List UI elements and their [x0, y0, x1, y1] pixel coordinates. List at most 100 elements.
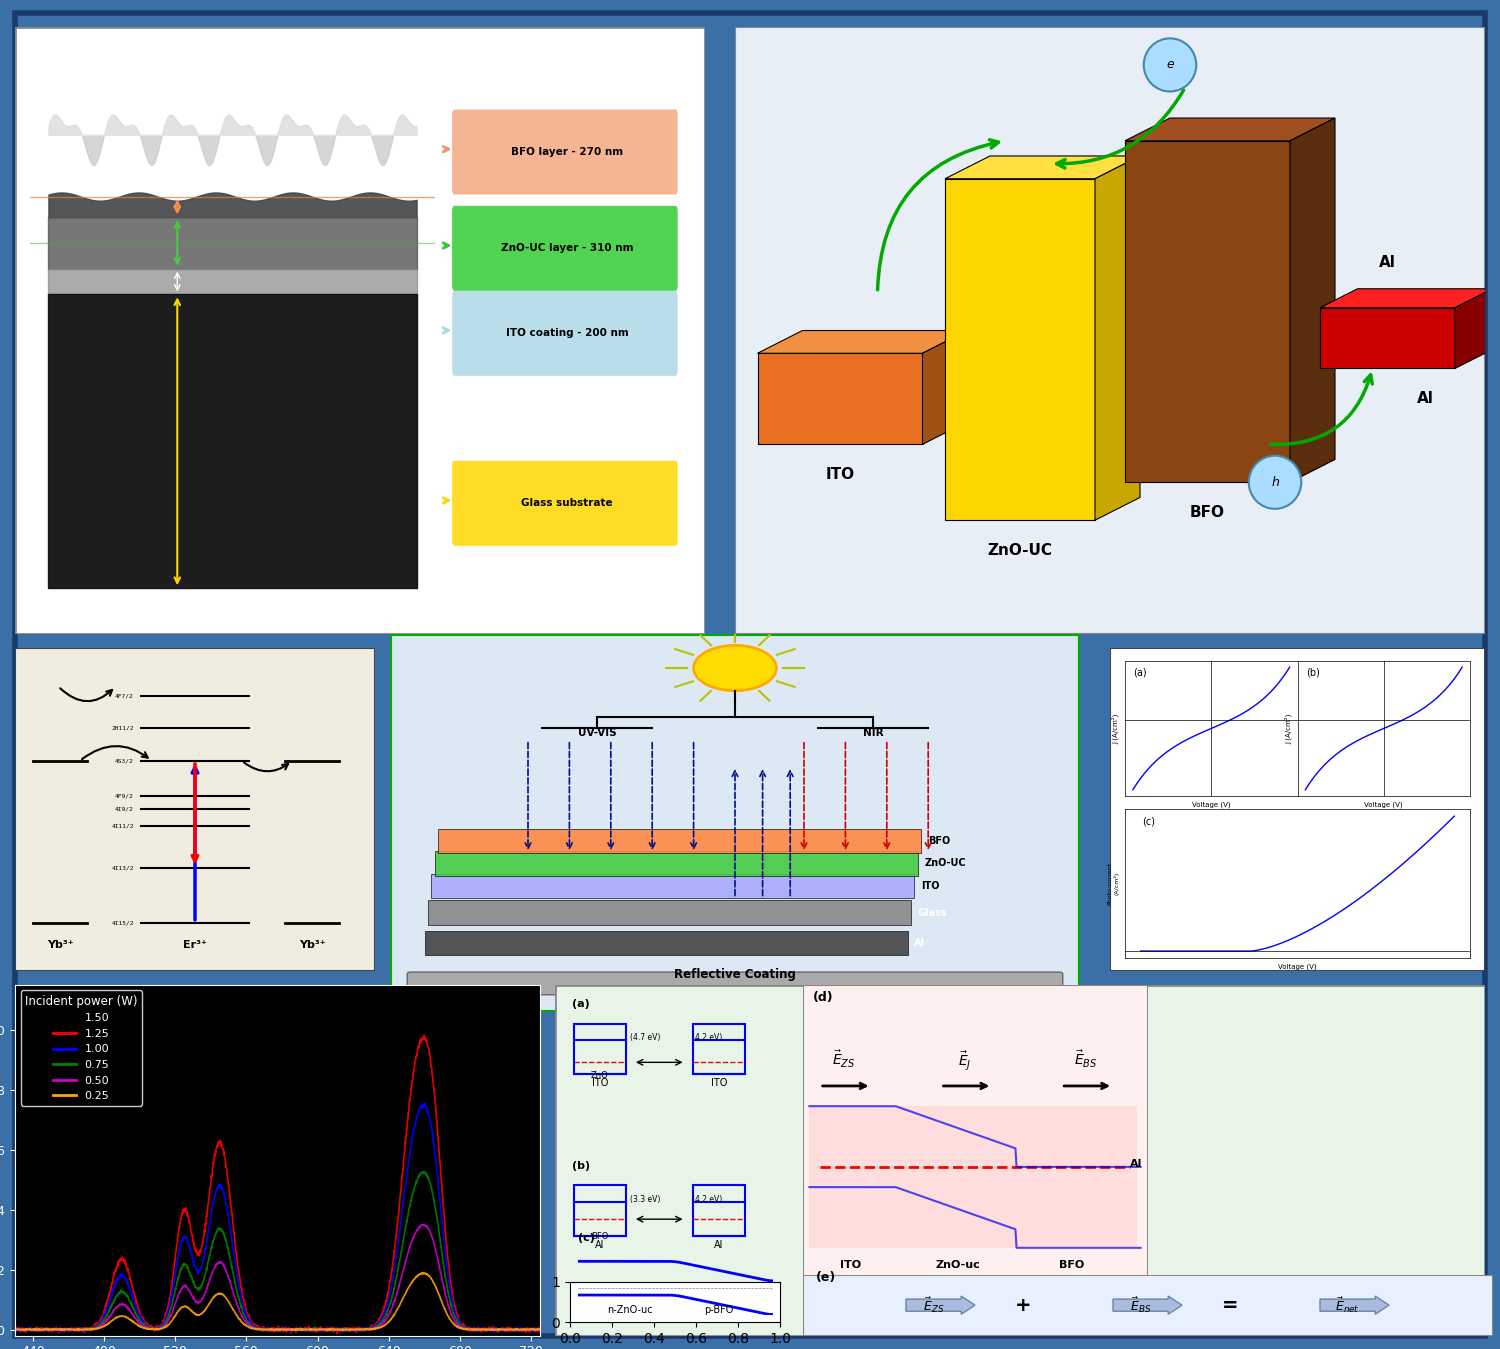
Polygon shape: [945, 179, 1095, 521]
Circle shape: [1143, 38, 1197, 92]
Polygon shape: [438, 828, 921, 853]
Text: n-ZnO-uc: n-ZnO-uc: [606, 1304, 652, 1314]
FancyBboxPatch shape: [802, 985, 1148, 1309]
Text: 2H11/2: 2H11/2: [111, 726, 134, 731]
Text: (e): (e): [816, 1271, 837, 1284]
Text: (b): (b): [572, 1160, 590, 1171]
FancyBboxPatch shape: [452, 461, 678, 546]
Text: (b): (b): [1306, 668, 1320, 677]
Polygon shape: [1290, 119, 1335, 482]
Text: =: =: [1222, 1295, 1239, 1315]
Polygon shape: [1095, 156, 1140, 521]
Text: $\vec{E}_{BS}$: $\vec{E}_{BS}$: [1074, 1050, 1096, 1070]
FancyBboxPatch shape: [15, 27, 705, 634]
Text: (a): (a): [572, 998, 590, 1009]
Text: ITO coating - 200 nm: ITO coating - 200 nm: [506, 328, 628, 339]
Text: ITO: ITO: [591, 1078, 608, 1087]
Text: 4I13/2: 4I13/2: [111, 865, 134, 870]
Text: Al: Al: [714, 1240, 723, 1249]
Text: (d): (d): [813, 992, 834, 1004]
Text: (a): (a): [1134, 668, 1148, 677]
FancyBboxPatch shape: [452, 206, 678, 291]
Text: (c): (c): [1143, 817, 1155, 827]
FancyBboxPatch shape: [810, 1106, 895, 1248]
Text: (4.2 eV): (4.2 eV): [693, 1033, 723, 1043]
Text: Al: Al: [1378, 255, 1396, 270]
FancyArrowPatch shape: [1270, 375, 1372, 445]
Text: BFO: BFO: [591, 1233, 609, 1241]
Text: ITO: ITO: [825, 467, 855, 482]
Text: Reflective Coating: Reflective Coating: [674, 967, 796, 981]
Text: 4F7/2: 4F7/2: [116, 693, 134, 699]
Text: BFO: BFO: [1059, 1260, 1084, 1269]
FancyArrowPatch shape: [1056, 90, 1184, 169]
Text: ZnO-UC layer - 310 nm: ZnO-UC layer - 310 nm: [501, 243, 633, 254]
Y-axis label: J (A/cm²): J (A/cm²): [1284, 714, 1292, 743]
FancyArrow shape: [1320, 1296, 1389, 1314]
Polygon shape: [435, 851, 918, 876]
Text: 4F9/2: 4F9/2: [116, 795, 134, 799]
FancyBboxPatch shape: [452, 109, 678, 194]
FancyBboxPatch shape: [15, 648, 375, 971]
Text: (c): (c): [579, 1233, 596, 1242]
FancyBboxPatch shape: [1017, 1106, 1137, 1248]
Text: 4I15/2: 4I15/2: [111, 920, 134, 925]
Polygon shape: [427, 900, 910, 925]
Text: Er³⁺: Er³⁺: [183, 940, 207, 951]
Text: ZnO: ZnO: [591, 1071, 609, 1079]
Y-axis label: J (A/cm²): J (A/cm²): [1112, 714, 1119, 743]
Polygon shape: [758, 331, 968, 353]
FancyBboxPatch shape: [452, 291, 678, 376]
Text: Al: Al: [1131, 1159, 1143, 1168]
Text: Yb³⁺: Yb³⁺: [46, 940, 74, 951]
X-axis label: Voltage (V): Voltage (V): [1278, 963, 1317, 970]
Polygon shape: [424, 931, 908, 955]
Text: Al: Al: [596, 1240, 604, 1249]
Text: 4I11/2: 4I11/2: [111, 823, 134, 828]
FancyBboxPatch shape: [896, 1106, 1017, 1248]
FancyArrow shape: [1113, 1296, 1182, 1314]
FancyBboxPatch shape: [406, 973, 1062, 994]
Polygon shape: [922, 331, 968, 444]
Text: ITO: ITO: [840, 1260, 861, 1269]
Text: +: +: [1016, 1295, 1032, 1315]
FancyBboxPatch shape: [555, 985, 1485, 1336]
Text: ZnO-UC: ZnO-UC: [924, 858, 966, 869]
Polygon shape: [1455, 289, 1492, 368]
Text: BFO: BFO: [928, 836, 951, 846]
Polygon shape: [1125, 140, 1290, 482]
Legend: 1.50, 1.25, 1.00, 0.75, 0.50, 0.25: 1.50, 1.25, 1.00, 0.75, 0.50, 0.25: [21, 990, 142, 1106]
FancyBboxPatch shape: [390, 634, 1080, 1012]
Text: $\vec{E}_{BS}$: $\vec{E}_{BS}$: [1130, 1295, 1152, 1315]
Text: ITO: ITO: [711, 1078, 728, 1087]
Text: 4S3/2: 4S3/2: [116, 758, 134, 764]
Text: $\vec{E}_{J}$: $\vec{E}_{J}$: [958, 1050, 972, 1072]
Text: $\vec{E}_{net}$: $\vec{E}_{net}$: [1335, 1295, 1360, 1315]
Text: Al: Al: [1416, 391, 1434, 406]
Text: UV-VIS: UV-VIS: [578, 728, 616, 738]
Text: Yb³⁺: Yb³⁺: [298, 940, 326, 951]
Polygon shape: [1320, 308, 1455, 368]
FancyArrowPatch shape: [878, 140, 999, 290]
FancyBboxPatch shape: [1110, 648, 1485, 971]
X-axis label: Voltage (V): Voltage (V): [1365, 801, 1402, 808]
X-axis label: Voltage (V): Voltage (V): [1192, 801, 1230, 808]
Circle shape: [693, 645, 777, 691]
Polygon shape: [432, 874, 915, 898]
Polygon shape: [945, 156, 1140, 179]
Text: $\vec{E}_{ZS}$: $\vec{E}_{ZS}$: [833, 1050, 855, 1070]
Text: (4.7 eV): (4.7 eV): [630, 1033, 660, 1043]
FancyBboxPatch shape: [735, 27, 1485, 634]
Y-axis label: Photo-current
(A/cm²): Photo-current (A/cm²): [1107, 862, 1119, 905]
Text: NIR: NIR: [862, 728, 883, 738]
FancyBboxPatch shape: [802, 1275, 1492, 1336]
Polygon shape: [1125, 119, 1335, 140]
Text: ZnO-uc: ZnO-uc: [936, 1260, 980, 1269]
Text: ITO: ITO: [921, 881, 940, 892]
Polygon shape: [758, 353, 922, 444]
Text: h: h: [1270, 476, 1280, 488]
Text: (4.2 eV): (4.2 eV): [693, 1195, 723, 1205]
Text: ZnO-UC: ZnO-UC: [987, 542, 1053, 558]
Text: p-BFO: p-BFO: [705, 1304, 734, 1314]
Text: (3.3 eV): (3.3 eV): [630, 1195, 660, 1205]
